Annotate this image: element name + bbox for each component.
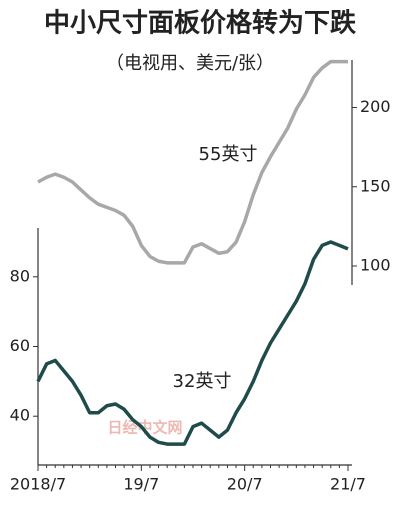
y-tick-label: 60 <box>10 336 30 355</box>
chart-title: 中小尺寸面板价格转为下跌 <box>44 8 356 39</box>
y-tick-label: 80 <box>10 266 30 285</box>
x-tick-label: 19/7 <box>123 475 159 494</box>
chart-subtitle: （电视用、美元/张） <box>106 53 274 74</box>
watermark: 日经中文网 <box>107 419 182 437</box>
series-label: 32英寸 <box>173 371 232 392</box>
x-tick-label: 2018/7 <box>10 475 66 494</box>
x-tick-label: 21/7 <box>330 475 366 494</box>
y2-tick-label: 200 <box>360 97 391 116</box>
series-line <box>36 240 349 446</box>
y-tick-label: 40 <box>10 406 30 425</box>
series-line <box>37 59 348 265</box>
series-label: 55英寸 <box>199 144 258 165</box>
y2-tick-label: 150 <box>360 176 391 195</box>
y2-tick-label: 100 <box>360 255 391 274</box>
x-tick-label: 20/7 <box>227 475 263 494</box>
